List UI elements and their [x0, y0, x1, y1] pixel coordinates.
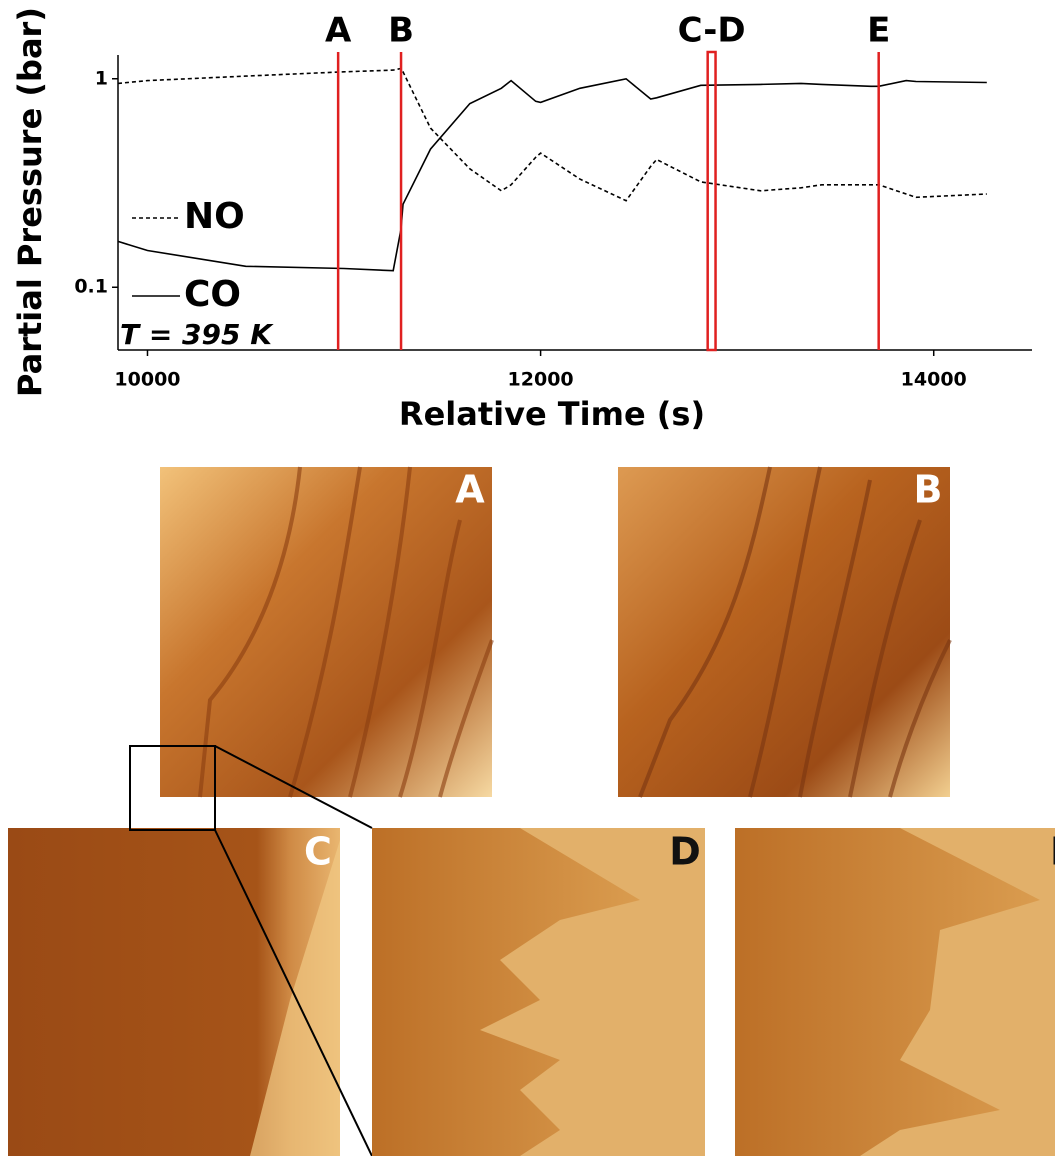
marker-label: B	[388, 11, 414, 51]
y-tick-label: 0.1	[74, 276, 108, 298]
legend-label: CO	[184, 274, 241, 315]
x-tick-label: 10000	[114, 369, 180, 391]
image-label: C	[304, 830, 332, 874]
stm-image	[160, 467, 492, 797]
series-line	[118, 79, 987, 271]
y-axis-label: Partial Pressure (bar)	[11, 7, 49, 397]
image-e: E	[735, 828, 1055, 1156]
annotation: T = 395 K	[120, 318, 274, 351]
image-label: B	[914, 468, 943, 512]
image-label: E	[1050, 830, 1055, 874]
image-d: D	[372, 828, 705, 1156]
marker-range	[708, 52, 716, 350]
y-tick-label: 1	[95, 67, 108, 89]
image-label: A	[455, 468, 485, 512]
image-label: D	[669, 830, 701, 874]
stm-image	[618, 467, 950, 797]
marker-label: A	[325, 11, 352, 51]
image-a: A	[160, 467, 492, 797]
x-tick-label: 14000	[901, 369, 967, 391]
image-c: C	[8, 746, 340, 1156]
x-tick-label: 12000	[508, 369, 574, 391]
series-line	[118, 69, 987, 201]
image-b: B	[618, 467, 950, 797]
legend-label: NO	[184, 196, 245, 237]
x-axis-label: Relative Time (s)	[399, 395, 705, 433]
marker-label: E	[867, 11, 890, 51]
marker-label: C-D	[678, 11, 746, 51]
figure: 0.11100001200014000NOCOABC-DE Partial Pr…	[0, 0, 1055, 1156]
